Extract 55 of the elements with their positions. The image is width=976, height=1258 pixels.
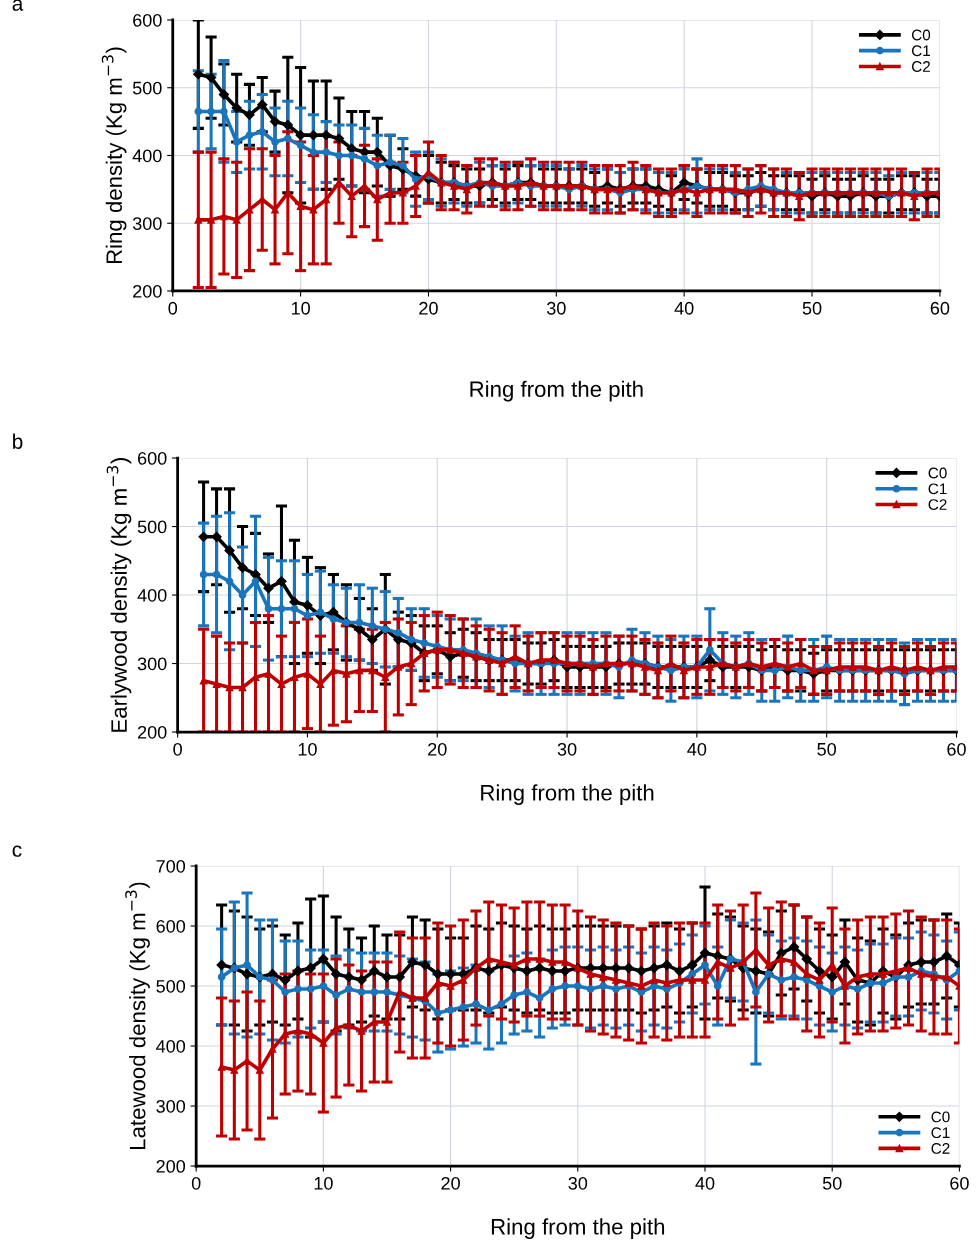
y-tick-label: 200 xyxy=(156,1159,186,1173)
x-tick-label: 60 xyxy=(930,301,950,315)
y-axis-title: Earlywood density (Kg m$^{−3}$) xyxy=(106,458,132,732)
x-tick-label: 0 xyxy=(191,1176,201,1190)
y-tick-label: 500 xyxy=(132,81,162,95)
x-tick-label: 40 xyxy=(674,301,694,315)
x-tick-label: 30 xyxy=(546,301,566,315)
legend-label: C0 xyxy=(928,467,947,479)
legend-label: C2 xyxy=(931,1143,950,1154)
x-tick-label: 30 xyxy=(568,1176,588,1190)
x-tick-label: 40 xyxy=(695,1176,715,1190)
y-tick-label: 600 xyxy=(133,13,162,27)
y-tick-label: 700 xyxy=(156,859,186,873)
text: c xyxy=(12,845,22,857)
x-tick-label: 20 xyxy=(428,742,447,756)
legend-label: C0 xyxy=(911,29,931,41)
y-tick-label: 400 xyxy=(132,149,162,163)
x-axis-title: Ring from the pith xyxy=(491,1218,665,1239)
y-tick-label: 400 xyxy=(137,588,167,602)
legend-label: C1 xyxy=(911,45,930,57)
y-tick-label: 300 xyxy=(137,657,167,671)
x-tick-label: 0 xyxy=(168,301,178,315)
legend-label: C2 xyxy=(911,61,930,72)
y-axis-title: Latewood density (Kg m$^{−3}$) xyxy=(125,882,150,1149)
x-tick-label: 0 xyxy=(173,742,182,756)
text: b xyxy=(13,433,23,449)
y-tick-label: 300 xyxy=(156,1099,186,1113)
y-tick-label: 400 xyxy=(156,1039,186,1053)
y-tick-label: 500 xyxy=(156,979,186,993)
x-tick-label: 50 xyxy=(822,1176,842,1190)
legend-label: C1 xyxy=(928,483,947,495)
x-tick-label: 50 xyxy=(817,742,837,756)
x-tick-label: 10 xyxy=(298,742,317,756)
x-axis-title: Ring from the pith xyxy=(470,380,643,402)
x-tick-label: 50 xyxy=(802,301,822,315)
y-axis-title: Ring density (Kg m$^{−3}$) xyxy=(101,47,127,264)
x-tick-label: 10 xyxy=(291,301,310,315)
legend-label: C1 xyxy=(931,1127,950,1139)
x-tick-label: 20 xyxy=(441,1176,460,1190)
x-tick-label: 20 xyxy=(419,301,438,315)
y-tick-label: 300 xyxy=(132,217,162,230)
x-tick-label: 40 xyxy=(687,742,707,756)
y-tick-label: 200 xyxy=(133,284,162,298)
y-tick-label: 600 xyxy=(156,919,186,933)
x-tick-label: 60 xyxy=(950,1176,969,1190)
y-tick-label: 600 xyxy=(138,451,167,465)
x-tick-label: 60 xyxy=(947,742,966,756)
x-tick-label: 10 xyxy=(314,1176,333,1190)
x-tick-label: 30 xyxy=(557,742,577,756)
y-tick-label: 200 xyxy=(138,725,167,739)
x-axis-title: Ring from the pith xyxy=(481,784,654,805)
legend-label: C2 xyxy=(928,499,947,510)
y-tick-label: 500 xyxy=(137,520,167,534)
text: a xyxy=(12,0,24,11)
legend-label: C0 xyxy=(931,1111,950,1123)
